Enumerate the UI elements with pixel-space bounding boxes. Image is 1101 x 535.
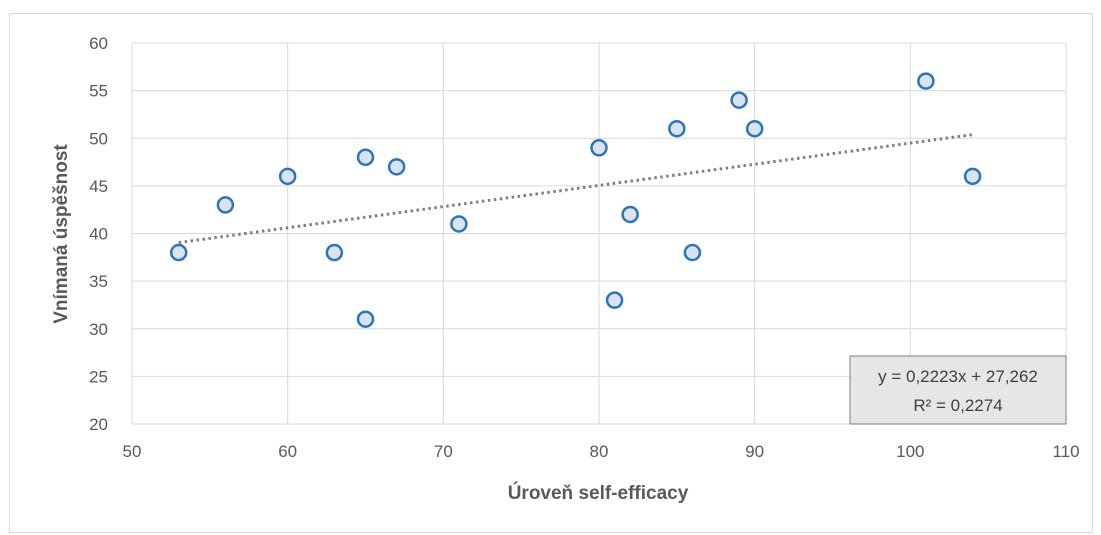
data-point <box>450 215 468 233</box>
y-tick-label: 30 <box>89 320 108 339</box>
y-axis-tick-labels: 20 25 30 35 40 45 50 55 60 <box>89 34 108 434</box>
data-point <box>356 310 375 328</box>
data-point <box>730 91 748 109</box>
data-point <box>169 243 188 262</box>
y-axis-title: Vnímaná úspěšnost <box>51 144 72 324</box>
data-point <box>605 291 624 309</box>
x-tick-label: 60 <box>278 442 297 461</box>
data-point <box>917 72 935 90</box>
data-point <box>745 119 764 138</box>
x-tick-label: 80 <box>590 442 609 461</box>
y-tick-label: 45 <box>89 177 108 196</box>
data-point <box>590 139 608 157</box>
y-tick-label: 35 <box>89 272 108 291</box>
trendline-equation: y = 0,2223x + 27,262 <box>878 367 1038 386</box>
data-point <box>963 167 982 186</box>
data-point <box>683 243 702 262</box>
y-tick-label: 40 <box>89 225 108 244</box>
data-point <box>387 158 406 176</box>
y-tick-label: 60 <box>89 34 108 53</box>
data-point <box>325 243 344 262</box>
chart-area <box>9 13 1093 533</box>
x-axis-tick-labels: 50 60 70 80 90 100 110 <box>123 442 1080 461</box>
data-point <box>668 119 686 138</box>
trendline-r-squared: R² = 0,2274 <box>913 396 1002 415</box>
x-tick-label: 110 <box>1052 442 1079 461</box>
x-tick-label: 90 <box>745 442 764 461</box>
trendline <box>178 133 973 245</box>
data-point <box>621 205 639 224</box>
x-tick-label: 100 <box>896 442 924 461</box>
data-point <box>278 167 297 186</box>
y-tick-label: 50 <box>89 129 108 148</box>
y-tick-label: 25 <box>89 367 108 386</box>
y-tick-label: 55 <box>89 82 108 101</box>
data-point <box>356 148 375 167</box>
data-point <box>216 196 235 214</box>
trendline-label-box: y = 0,2223x + 27,262 R² = 0,2274 <box>849 355 1067 425</box>
data-points <box>169 72 982 328</box>
x-tick-label: 70 <box>434 442 453 461</box>
y-tick-label: 20 <box>89 415 108 434</box>
x-axis-title: Úroveň self-efficacy <box>508 482 689 504</box>
x-tick-label: 50 <box>123 442 142 461</box>
